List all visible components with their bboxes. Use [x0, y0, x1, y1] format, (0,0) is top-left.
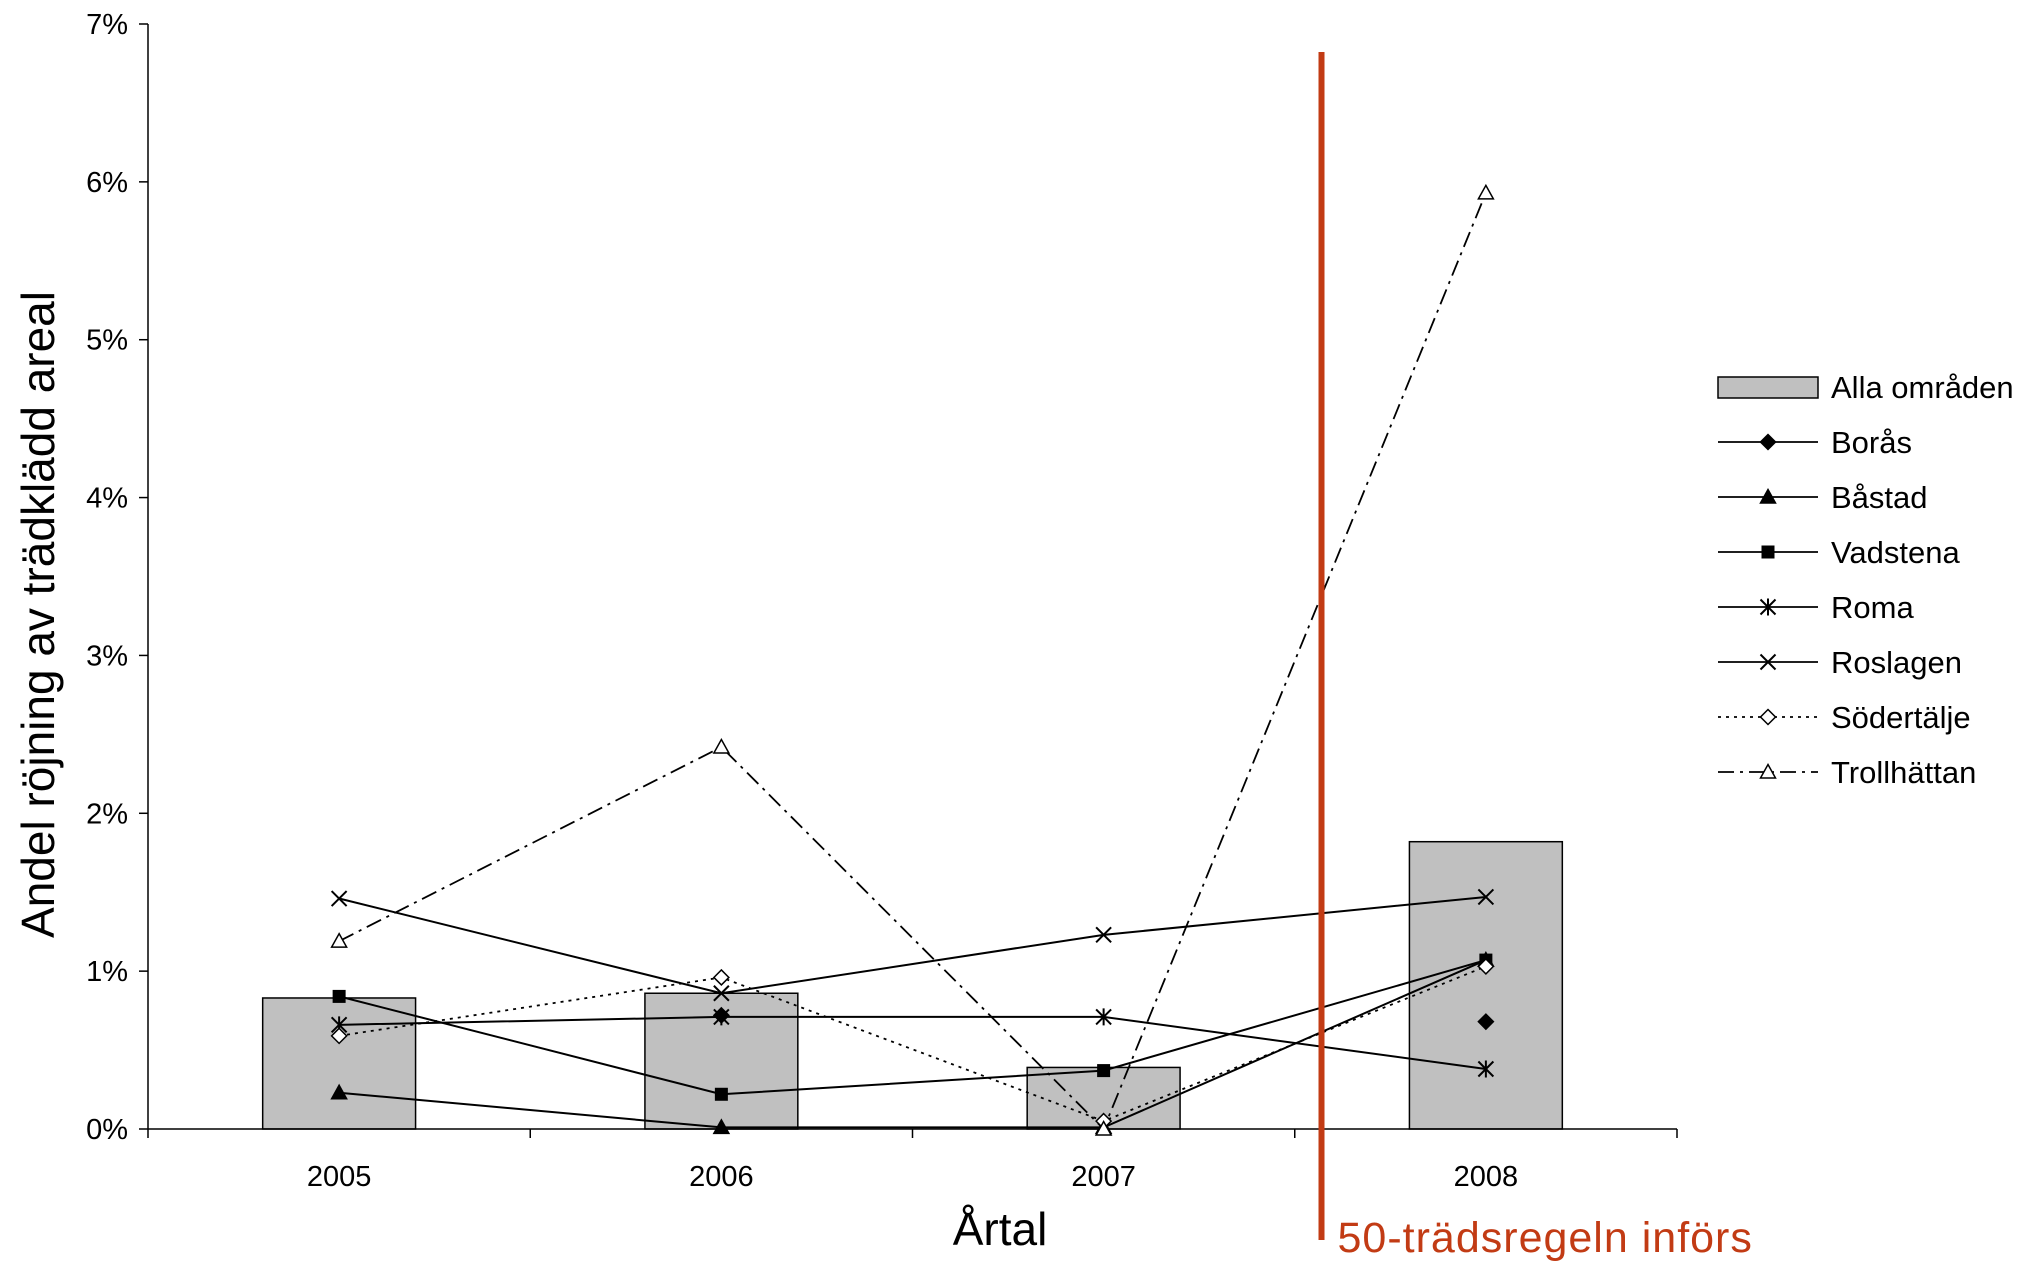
- series-line: [338, 965, 1487, 1123]
- series-line: [338, 895, 1486, 995]
- legend-item: Alla områden: [1717, 370, 2014, 405]
- series-marker: [1759, 433, 1777, 451]
- y-tick-label: 7%: [86, 9, 128, 41]
- x-tick-label: 2006: [689, 1161, 754, 1193]
- y-ticks: 0% 1% 2% 3% 4% 5% 6% 7%: [86, 9, 148, 1146]
- legend-label: Roslagen: [1831, 645, 1962, 680]
- series-marker: [1477, 1060, 1495, 1078]
- series-markers: [330, 183, 1495, 1136]
- series-marker: [330, 1027, 348, 1045]
- series-marker: [712, 1118, 731, 1135]
- legend-label: Borås: [1831, 425, 1912, 460]
- series-marker: [330, 1083, 348, 1100]
- y-tick-label: 5%: [86, 325, 128, 357]
- legend-item: Vadstena: [1718, 535, 1960, 570]
- series-marker: [712, 737, 731, 754]
- legend-label: Trollhättan: [1831, 755, 1976, 790]
- legend: Alla områden Borås Båstad Vadstena Roma Rosla…: [1717, 370, 2014, 790]
- annotation-text: 50-trädsregeln införs: [1338, 1214, 1753, 1262]
- series-marker: [1759, 762, 1777, 779]
- series-marker: [713, 1008, 730, 1026]
- series-line: [338, 959, 1487, 1096]
- legend-label: Roma: [1831, 590, 1914, 625]
- series-line: [339, 1015, 1487, 1071]
- series-marker: [712, 968, 730, 987]
- series-marker: [1477, 957, 1495, 975]
- x-tick-label: 2007: [1071, 1161, 1136, 1193]
- y-tick-label: 0%: [86, 1114, 128, 1146]
- series-marker: [1097, 1064, 1111, 1078]
- legend-item: Roslagen: [1718, 645, 1962, 680]
- series-marker: [1477, 183, 1495, 200]
- series-lines: [338, 192, 1487, 1131]
- x-axis-title: Årtal: [953, 1203, 1048, 1255]
- series-marker: [332, 989, 346, 1003]
- bars-layer: [261, 840, 1564, 1130]
- series-marker: [1095, 1008, 1112, 1026]
- series-marker: [1761, 545, 1775, 559]
- series-marker: [330, 890, 348, 907]
- series-marker: [713, 985, 730, 1002]
- x-tick-label: 2005: [307, 1161, 372, 1193]
- series-marker: [1477, 1013, 1495, 1031]
- series-marker: [1759, 708, 1777, 726]
- bar: [1408, 840, 1564, 1130]
- series-marker: [1759, 653, 1777, 671]
- legend-item: Båstad: [1718, 480, 1928, 515]
- legend-label: Båstad: [1831, 480, 1928, 515]
- y-tick-label: 1%: [86, 956, 128, 988]
- series-marker: [1095, 926, 1112, 944]
- legend-swatch-bar: [1717, 376, 1819, 399]
- x-ticks: 2005 2006 2007 2008: [147, 1129, 1678, 1193]
- legend-label: Vadstena: [1831, 535, 1960, 570]
- legend-item: Borås: [1718, 425, 1912, 460]
- y-tick-label: 4%: [86, 483, 128, 515]
- x-tick-label: 2008: [1454, 1161, 1519, 1193]
- y-axis-title: Andel röjning av trädklädd areal: [12, 291, 64, 938]
- series-marker: [330, 932, 348, 948]
- y-tick-label: 3%: [86, 640, 128, 672]
- series-marker: [1094, 1119, 1113, 1136]
- y-tick-label: 2%: [86, 798, 128, 830]
- series-marker: [1477, 888, 1495, 906]
- y-tick-label: 6%: [86, 167, 128, 199]
- legend-item: Trollhättan: [1718, 755, 1976, 790]
- series-marker: [1759, 598, 1777, 616]
- series-marker: [1759, 487, 1777, 504]
- series-line: [339, 959, 1487, 1129]
- series-marker: [714, 1087, 728, 1101]
- legend-item: Roma: [1718, 590, 1914, 625]
- legend-label: Alla områden: [1831, 370, 2014, 405]
- legend-label: Södertälje: [1831, 700, 1971, 735]
- legend-item: Södertälje: [1718, 700, 1971, 735]
- series-line: [338, 192, 1487, 1131]
